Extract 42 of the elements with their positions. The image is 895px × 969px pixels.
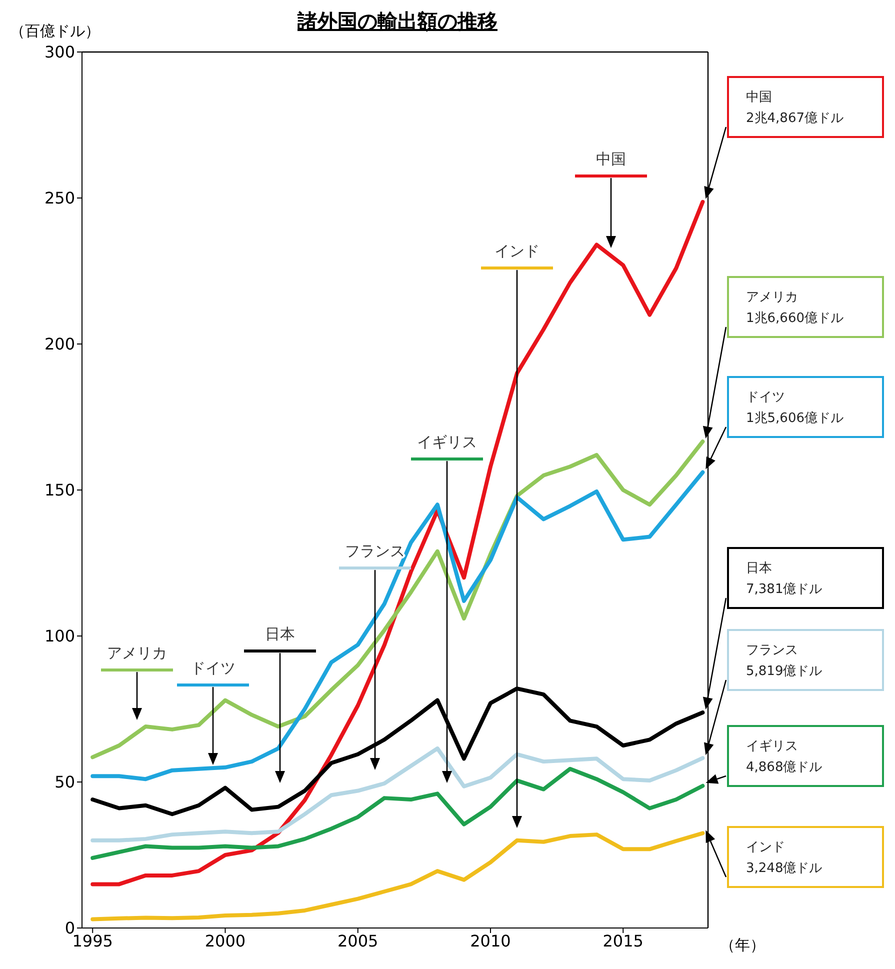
chart-title: 諸外国の輸出額の推移 xyxy=(296,9,498,33)
text: 2兆4,867億ドル xyxy=(746,111,844,126)
text: 1兆6,660億ドル xyxy=(746,311,844,326)
x-tick-label: 1995 xyxy=(72,931,113,950)
line-series xyxy=(90,200,705,886)
y-tick-label: 150 xyxy=(44,480,75,500)
annotation: インド xyxy=(494,242,540,260)
y-tick-label: 50 xyxy=(54,772,75,792)
text: 4,868億ドル xyxy=(746,760,822,775)
y-tick-label: 250 xyxy=(44,188,75,208)
text: 中国 xyxy=(746,90,772,105)
text: フランス xyxy=(746,643,798,658)
y-tick-label: 0 xyxy=(64,918,75,938)
x-tick-label: 2005 xyxy=(338,931,378,950)
text: 日本 xyxy=(746,561,772,576)
annotation: 中国 xyxy=(596,150,626,168)
text: 1兆5,606億ドル xyxy=(746,411,844,426)
annotation: 日本 xyxy=(265,625,295,643)
x-tick-label: 2015 xyxy=(602,931,644,950)
line-series xyxy=(90,686,705,816)
text: ドイツ xyxy=(746,390,785,405)
line-series xyxy=(90,746,705,842)
annotation: イギリス xyxy=(417,433,477,451)
annotation: フランス xyxy=(345,542,405,560)
line-series xyxy=(90,766,705,860)
text: インド xyxy=(746,840,785,855)
text: イギリス xyxy=(746,739,798,754)
text: 5,819億ドル xyxy=(746,664,822,679)
annotation: ドイツ xyxy=(190,659,236,677)
x-axis-title: （年） xyxy=(720,936,765,954)
y-tick-label: 200 xyxy=(44,334,75,354)
line-series xyxy=(90,831,705,922)
line-series xyxy=(90,470,705,782)
x-tick-label: 2010 xyxy=(470,931,511,950)
text: アメリカ xyxy=(746,290,798,305)
y-tick-label: 300 xyxy=(44,42,75,62)
y-axis-title: （百億ドル） xyxy=(10,22,100,40)
annotation: アメリカ xyxy=(107,644,167,662)
y-tick-label: 100 xyxy=(44,626,75,646)
x-tick-label: 2000 xyxy=(204,931,246,950)
text: 3,248億ドル xyxy=(746,861,822,876)
text: 7,381億ドル xyxy=(746,582,822,597)
